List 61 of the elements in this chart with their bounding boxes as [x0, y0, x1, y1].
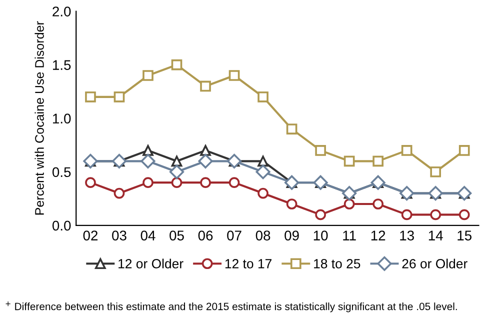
point	[142, 145, 154, 156]
point	[430, 166, 442, 178]
point	[315, 145, 326, 156]
point	[171, 156, 182, 167]
point	[258, 188, 268, 199]
x-tick-label: 13	[400, 230, 414, 240]
point	[140, 154, 156, 168]
y-tick-label: 1.5	[52, 60, 71, 70]
x-tick-label: 12	[371, 230, 386, 240]
point	[430, 209, 442, 220]
y-tick-label: 1.0	[52, 114, 71, 124]
point	[171, 177, 182, 188]
point	[114, 188, 125, 199]
legend-label: 26 or Older	[402, 258, 468, 268]
point	[169, 164, 184, 180]
x-tick-label: 06	[198, 230, 213, 240]
point	[344, 156, 355, 167]
legend-label: 12 to 17	[225, 259, 272, 268]
point	[458, 209, 470, 220]
x-tick-label: 04	[140, 230, 156, 240]
point	[372, 156, 384, 167]
point	[200, 80, 211, 92]
legend-label: 12 or Older	[118, 258, 184, 268]
point	[458, 145, 470, 156]
point	[200, 177, 211, 188]
point	[114, 92, 125, 102]
x-tick-label: 07	[227, 230, 242, 240]
point	[258, 92, 268, 102]
point	[228, 177, 240, 188]
point	[286, 124, 298, 134]
y-tick-label: 0.0	[52, 220, 71, 231]
x-tick-label: 11	[343, 230, 356, 240]
point	[85, 92, 96, 102]
point	[258, 156, 268, 167]
point	[344, 198, 355, 210]
point	[315, 209, 326, 220]
x-tick-label: 15	[458, 230, 472, 240]
x-tick-label: 05	[170, 230, 184, 240]
point	[401, 209, 412, 220]
point	[256, 164, 270, 180]
y-axis-title: Percent with Cocaine Use Disorder	[34, 21, 44, 215]
point	[85, 177, 96, 188]
legend-label: 18 to 25	[314, 259, 360, 268]
point	[286, 198, 298, 210]
y-tick-label: 0.5	[52, 167, 71, 178]
x-tick-label: 08	[256, 230, 270, 240]
point	[142, 70, 154, 81]
y-tick-label: 2.0	[52, 6, 71, 16]
x-tick-label: 10	[314, 230, 328, 240]
point	[228, 70, 240, 81]
x-tick-label: 14	[428, 230, 443, 240]
point	[401, 145, 412, 156]
x-tick-label: 02	[83, 230, 98, 240]
point	[372, 198, 384, 210]
point	[171, 59, 182, 70]
text: $^{+}$ Difference between this estimate and the 2015 estimate is statistically significant at the .05 level.	[6, 302, 457, 312]
x-tick-label: 03	[112, 230, 126, 240]
x-tick-label: 09	[284, 230, 299, 240]
point	[200, 145, 211, 156]
point	[198, 154, 213, 168]
point	[142, 177, 154, 188]
